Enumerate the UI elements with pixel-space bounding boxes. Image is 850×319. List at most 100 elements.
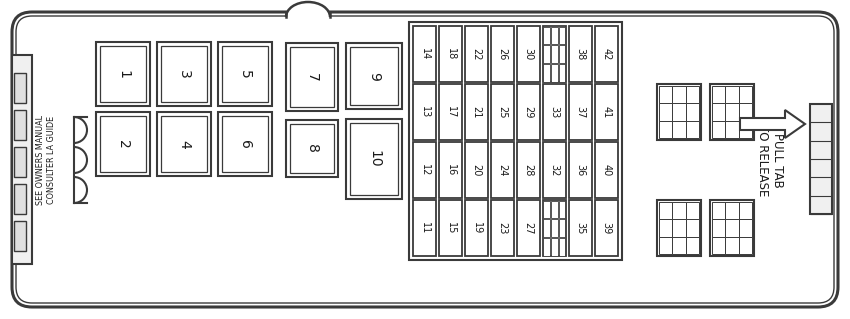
Bar xyxy=(551,219,558,237)
Bar xyxy=(290,47,334,107)
FancyBboxPatch shape xyxy=(12,12,838,307)
Text: 18: 18 xyxy=(445,48,456,60)
Text: 22: 22 xyxy=(472,48,481,60)
Text: 8: 8 xyxy=(305,144,319,153)
Text: 9: 9 xyxy=(367,71,381,80)
Bar xyxy=(218,42,272,106)
Bar xyxy=(491,200,514,256)
Bar xyxy=(543,26,550,44)
Bar xyxy=(659,103,672,121)
Text: 30: 30 xyxy=(524,48,534,60)
Bar xyxy=(491,84,514,140)
Bar xyxy=(543,200,566,256)
Bar xyxy=(439,142,462,198)
Text: 11: 11 xyxy=(420,222,429,234)
Bar xyxy=(413,200,436,256)
Bar xyxy=(558,238,565,256)
Text: 28: 28 xyxy=(524,164,534,176)
Text: 15: 15 xyxy=(445,222,456,234)
Bar xyxy=(686,202,699,219)
Text: 26: 26 xyxy=(497,48,507,60)
Bar xyxy=(439,200,462,256)
Bar xyxy=(739,86,752,103)
Polygon shape xyxy=(740,110,805,138)
Text: SEE OWNERS MANUAL
CONSULTER LA GUIDE: SEE OWNERS MANUAL CONSULTER LA GUIDE xyxy=(37,115,56,205)
Bar xyxy=(543,64,550,81)
Bar xyxy=(595,200,618,256)
Bar xyxy=(14,147,26,177)
Text: 33: 33 xyxy=(549,106,559,118)
Bar xyxy=(465,142,488,198)
Bar xyxy=(543,26,566,82)
Bar xyxy=(350,47,398,105)
Bar xyxy=(491,26,514,82)
Text: 12: 12 xyxy=(420,164,429,176)
Bar xyxy=(810,104,832,214)
Bar xyxy=(157,42,211,106)
Bar xyxy=(543,238,550,256)
Bar xyxy=(551,45,558,63)
Bar xyxy=(543,201,550,218)
Bar xyxy=(558,219,565,237)
Bar xyxy=(286,43,338,111)
Bar xyxy=(413,84,436,140)
Bar xyxy=(157,112,211,176)
Text: 23: 23 xyxy=(497,222,507,234)
Text: 10: 10 xyxy=(367,150,381,168)
Text: 36: 36 xyxy=(575,164,586,176)
Bar xyxy=(517,142,540,198)
Text: 32: 32 xyxy=(549,164,559,176)
Text: 24: 24 xyxy=(497,164,507,176)
Bar xyxy=(725,237,739,254)
Bar xyxy=(569,26,592,82)
Bar xyxy=(551,238,558,256)
Text: 6: 6 xyxy=(238,140,252,148)
Bar xyxy=(161,116,207,172)
Bar xyxy=(543,45,550,63)
Bar xyxy=(161,46,207,102)
Bar xyxy=(491,142,514,198)
Bar xyxy=(672,202,686,219)
Text: PULL TAB
TO RELEASE: PULL TAB TO RELEASE xyxy=(756,124,784,196)
Text: 1: 1 xyxy=(116,70,130,78)
Bar xyxy=(686,219,699,237)
Bar xyxy=(222,116,268,172)
Bar xyxy=(659,121,672,138)
Text: 19: 19 xyxy=(472,222,481,234)
Wedge shape xyxy=(286,0,330,17)
Bar xyxy=(409,22,622,260)
Bar xyxy=(659,86,672,103)
Bar xyxy=(712,121,725,138)
Bar xyxy=(517,84,540,140)
Text: 13: 13 xyxy=(420,106,429,118)
Bar xyxy=(14,184,26,214)
Bar xyxy=(686,103,699,121)
Text: 16: 16 xyxy=(445,164,456,176)
Bar xyxy=(739,219,752,237)
Bar xyxy=(543,84,566,140)
Bar xyxy=(710,200,754,256)
Bar xyxy=(686,86,699,103)
Text: 7: 7 xyxy=(305,73,319,81)
Bar xyxy=(439,84,462,140)
Text: 40: 40 xyxy=(602,164,611,176)
Text: 29: 29 xyxy=(524,106,534,118)
Bar xyxy=(543,142,566,198)
Bar xyxy=(595,142,618,198)
Bar xyxy=(558,201,565,218)
Bar xyxy=(739,121,752,138)
Bar xyxy=(439,26,462,82)
Bar xyxy=(558,26,565,44)
Bar xyxy=(218,112,272,176)
Bar xyxy=(465,84,488,140)
Bar xyxy=(725,121,739,138)
Bar xyxy=(517,26,540,82)
Bar xyxy=(551,64,558,81)
Bar xyxy=(551,26,558,44)
Bar xyxy=(672,86,686,103)
Bar xyxy=(712,219,725,237)
Bar xyxy=(725,202,739,219)
Bar xyxy=(558,64,565,81)
Text: 41: 41 xyxy=(602,106,611,118)
Bar xyxy=(413,26,436,82)
